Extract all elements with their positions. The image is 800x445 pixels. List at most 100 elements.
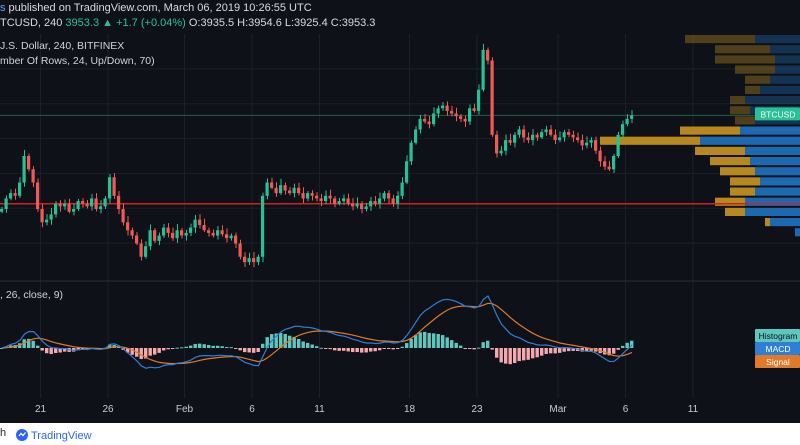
volume-profile-down-bar [600, 136, 700, 145]
macd-histogram-bar [378, 348, 382, 351]
macd-histogram-bar [63, 348, 67, 352]
candle-body [9, 193, 13, 199]
macd-histogram-bar [130, 348, 134, 355]
candle-body [85, 203, 89, 207]
histogram-badge: Histogram [755, 329, 800, 342]
macd-histogram-bar [571, 348, 575, 351]
macd-histogram-bar [387, 348, 391, 349]
candle-body [81, 201, 85, 204]
macd-histogram-bar [279, 332, 283, 348]
macd-histogram-bar [522, 348, 526, 361]
macd-legend: , 26, close, 9) [0, 289, 64, 301]
volume-profile-up-bar [770, 75, 800, 84]
candle-body [540, 132, 544, 138]
macd-histogram-bar [238, 348, 242, 351]
candle-body [589, 140, 593, 143]
macd-histogram-bar [445, 337, 449, 348]
macd-histogram-bar [225, 347, 229, 349]
candle-body [387, 193, 391, 199]
volume-profile-down-bar [720, 167, 755, 176]
candle-body [544, 129, 548, 133]
candle-body [162, 227, 166, 236]
macd-histogram-bar [108, 344, 112, 348]
candle-body [486, 49, 490, 61]
candle-body [351, 203, 355, 207]
candle-body [292, 187, 296, 194]
macd-histogram-bar [220, 346, 224, 348]
candle-body [180, 230, 184, 236]
macd-histogram-bar [504, 348, 508, 364]
candle-body [432, 113, 436, 125]
candle-body [117, 195, 121, 210]
candle-body [621, 124, 625, 135]
macd-histogram-bar [526, 348, 530, 360]
candle-body [355, 203, 359, 207]
macd-histogram-bar [256, 348, 260, 353]
x-tick-label: Feb [176, 404, 194, 415]
macd-histogram-bar [405, 343, 409, 348]
volume-profile-up-bar [775, 55, 800, 64]
macd-histogram-bar [360, 348, 364, 353]
tradingview-logo[interactable]: TradingView [16, 428, 106, 445]
candle-body [553, 134, 557, 141]
candle-body [508, 140, 512, 143]
macd-histogram-bar [198, 343, 202, 348]
candle-body [567, 132, 571, 135]
symbol-label[interactable]: TCUSD, 240 [0, 17, 63, 29]
candle-body [220, 230, 224, 235]
macd-histogram-bar [414, 335, 418, 348]
volume-profile-down-bar [710, 157, 750, 166]
chart-canvas[interactable]: 21 26 Feb 6 11 18 23 Mar 6 11 BTCUSD Histogram MACD S… [0, 0, 800, 423]
candle-body [612, 156, 616, 170]
candle-body [27, 156, 31, 170]
candle-body [40, 209, 44, 223]
candle-body [283, 185, 287, 191]
macd-histogram-bar [625, 342, 629, 348]
candle-body [625, 118, 629, 125]
x-tick-label: 11 [314, 404, 325, 415]
signal-badge-text: Signal [766, 357, 790, 367]
macd-histogram-bar [607, 348, 611, 356]
candle-body [504, 140, 508, 151]
macd-histogram-bar [558, 348, 562, 353]
candle-body [342, 198, 346, 202]
macd-histogram-bar [202, 344, 206, 348]
volume-profile-down-bar [715, 197, 745, 206]
candle-body [328, 195, 332, 199]
macd-histogram-bar [409, 338, 413, 348]
candle-body [256, 256, 260, 263]
candle-body [405, 161, 409, 183]
candle-body [373, 201, 377, 204]
candles [0, 43, 634, 268]
macd-histogram-bar [396, 348, 400, 349]
macd-histogram-bar [324, 348, 328, 349]
candle-body [391, 198, 395, 204]
macd-histogram-bar [423, 331, 427, 348]
candle-body [306, 193, 310, 199]
candle-body [603, 161, 607, 167]
candle-body [594, 140, 598, 151]
x-axis: 21 26 Feb 6 11 18 23 Mar 6 11 [35, 404, 699, 415]
macd-histogram-bar [175, 347, 179, 349]
macd-histogram-bar [252, 348, 256, 353]
candle-body [202, 224, 206, 231]
volume-profile-down-bar [765, 218, 770, 227]
macd-histogram-bar [603, 348, 607, 355]
x-tick-label: Mar [549, 404, 567, 415]
price-change: ▲ +1.7 (+0.04%) [102, 17, 186, 29]
footer-prefix: h [0, 427, 7, 439]
last-price-badge-text: BTCUSD [761, 109, 796, 119]
macd-histogram-bar [189, 345, 193, 348]
signal-badge-bg [755, 355, 800, 368]
volume-profile [600, 35, 800, 237]
publisher-name[interactable]: s [0, 2, 6, 14]
volume-profile-up-bar [760, 85, 800, 94]
candle-body [558, 137, 562, 141]
macd-histogram-bar [567, 348, 571, 352]
volume-profile-down-bar [735, 116, 755, 125]
candle-body [211, 232, 215, 236]
macd-histogram-bar [373, 348, 377, 352]
candle-body [315, 195, 319, 199]
candle-body [108, 177, 112, 199]
candle-body [531, 134, 535, 141]
